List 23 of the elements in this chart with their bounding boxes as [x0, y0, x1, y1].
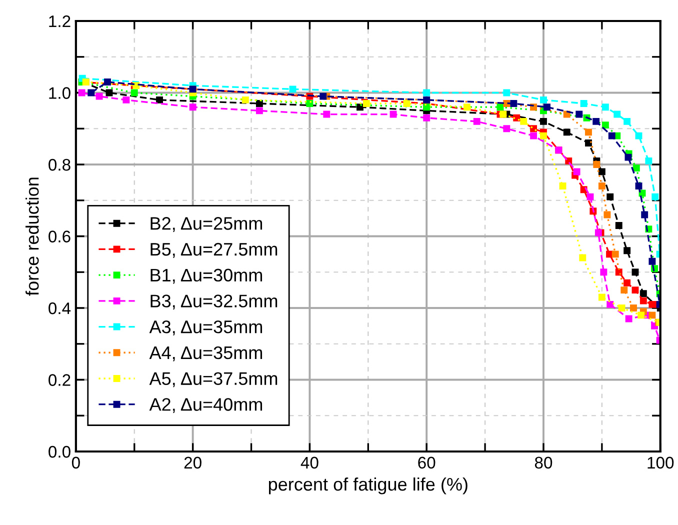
legend-label: A2, Δu=40mm	[149, 398, 262, 413]
y-tick-label: 0.4	[48, 302, 71, 314]
legend-label: B3, Δu=32.5mm	[150, 294, 278, 310]
legend-label: B1, Δu=30mm	[150, 268, 262, 284]
y-axis-title: force reduction	[26, 178, 39, 296]
x-tick-label: 80	[534, 456, 552, 469]
legend-label: A3, Δu=35mm	[149, 320, 262, 336]
legend-label: A5, Δu=37.5mm	[149, 372, 278, 388]
y-tick-label: 1.2	[49, 15, 70, 28]
y-tick-label: 0.0	[48, 446, 70, 458]
legend-label: B5, Δu=27.5mm	[150, 242, 278, 258]
y-tick-label: 0.2	[48, 374, 70, 386]
x-tick-label: 60	[418, 456, 436, 469]
x-axis-title: percent of fatigue life (%)	[268, 477, 468, 494]
y-tick-label: 0.8	[48, 158, 70, 171]
x-tick-label: 100	[648, 456, 674, 469]
legend-label: A4, Δu=35mm	[149, 346, 262, 362]
y-tick-label: 1.0	[49, 87, 70, 99]
x-tick-label: 20	[184, 456, 202, 469]
legend-label: B2, Δu=25mm	[150, 217, 262, 232]
x-tick-label: 0	[72, 456, 80, 469]
y-tick-label: 0.6	[48, 230, 70, 242]
x-tick-label: 40	[300, 456, 318, 469]
